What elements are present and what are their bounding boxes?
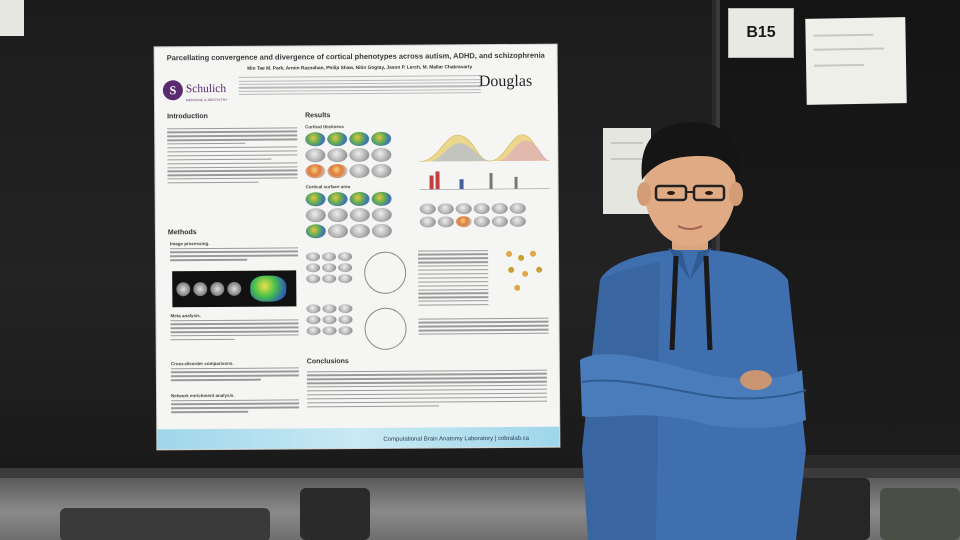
- presenter-person: [580, 122, 807, 540]
- crossed-arms: [580, 354, 806, 429]
- conclusions-heading: Conclusions: [306, 358, 349, 366]
- schulich-subtitle: MEDICINE & DENTISTRY: [185, 97, 228, 102]
- results-surface-label: Cortical surface area: [305, 184, 351, 190]
- corner-note: [0, 0, 24, 36]
- intro-text: [167, 124, 298, 186]
- venn-diagram-1: [364, 251, 407, 294]
- lower-brain-maps-1: [306, 252, 353, 284]
- methods-processing-text: [170, 244, 299, 263]
- booth-number-sign: B15: [728, 8, 794, 58]
- schulich-logo: S Schulich MEDICINE & DENTISTRY: [162, 77, 237, 104]
- results-heading: Results: [305, 112, 331, 120]
- poster-title: Parcellating convergence and divergence …: [166, 50, 545, 63]
- lower-brain-maps-2: [306, 304, 353, 336]
- douglas-logo: Douglas: [479, 73, 549, 103]
- results-table: [418, 247, 489, 308]
- intro-heading: Introduction: [167, 113, 208, 121]
- research-poster: Parcellating convergence and divergence …: [154, 44, 560, 450]
- poster-authors: Min Tae M. Park, Armin Raznahan, Philip …: [247, 65, 473, 72]
- footer-lab-name: Computational Brain Anatomy Laboratory |…: [383, 435, 530, 443]
- venn-diagram-2: [364, 307, 407, 350]
- methods-heading: Methods: [167, 229, 197, 237]
- conclusions-text: [306, 367, 548, 410]
- douglas-wordmark: Douglas: [478, 72, 533, 91]
- hand: [740, 370, 772, 390]
- network-brain-maps: [419, 202, 526, 228]
- results-caption: [418, 315, 549, 338]
- booth-number: B15: [746, 24, 776, 41]
- hair: [641, 122, 740, 182]
- board-frame: [0, 468, 960, 478]
- chair-right: [880, 488, 960, 540]
- density-plots: [419, 134, 550, 162]
- methods-network-text: [171, 396, 300, 415]
- thickness-brain-maps: [305, 131, 392, 179]
- poster-footer: Computational Brain Anatomy Laboratory |…: [157, 426, 560, 450]
- chair-back: [60, 508, 270, 540]
- results-thickness-label: Cortical thickness: [305, 124, 344, 130]
- bag: [300, 488, 370, 540]
- bar-figure: [419, 171, 550, 190]
- handwritten-note: [805, 17, 907, 105]
- affiliations: [238, 73, 481, 107]
- methods-cross-text: [170, 364, 299, 383]
- methods-meta-text: [170, 316, 299, 343]
- schulich-mark-icon: S: [162, 80, 183, 101]
- surface-brain-maps: [305, 191, 392, 239]
- schulich-wordmark: Schulich: [185, 82, 227, 95]
- mri-figure: [172, 270, 297, 308]
